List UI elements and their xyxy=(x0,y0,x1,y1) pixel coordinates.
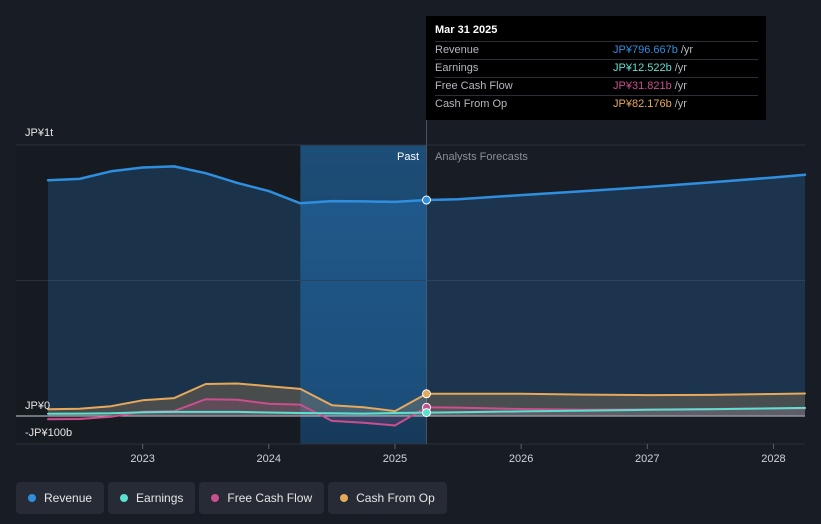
tooltip-unit: /yr xyxy=(680,44,694,56)
x-tick-label: 2028 xyxy=(761,453,785,465)
tooltip-unit: /yr xyxy=(674,62,687,74)
highlight-band xyxy=(300,145,427,444)
tooltip-row-cash-from-op: Cash From Op JP¥82.176b /yr xyxy=(435,95,758,113)
x-tick-label: 2024 xyxy=(257,453,281,465)
series-line-cash-from-op xyxy=(47,382,806,413)
x-axis-ticks: 2023 2024 2025 2026 2027 2028 xyxy=(130,444,786,465)
legend-label: Earnings xyxy=(136,491,184,505)
y-axis-label-top: JP¥1t xyxy=(25,127,53,139)
tooltip-value: JP¥12.522b xyxy=(613,62,672,74)
tooltip-name: Cash From Op xyxy=(435,98,508,110)
tooltip-name: Earnings xyxy=(435,62,479,74)
legend: Revenue Earnings Free Cash Flow Cash Fro… xyxy=(16,482,447,514)
tooltip-name: Revenue xyxy=(435,44,480,56)
area-earnings xyxy=(48,407,805,416)
legend-dot-icon xyxy=(211,494,220,502)
legend-item-cash-from-op[interactable]: Cash From Op xyxy=(328,482,447,514)
x-tick-label: 2025 xyxy=(383,453,407,465)
y-axis-label-bottom: -JP¥100b xyxy=(25,427,72,439)
area-revenue xyxy=(48,166,805,416)
tooltip-unit: /yr xyxy=(674,80,687,92)
legend-item-revenue[interactable]: Revenue xyxy=(16,482,105,514)
marker-earnings[interactable] xyxy=(422,408,431,418)
x-tick-label: 2023 xyxy=(130,453,154,465)
tooltip-date: Mar 31 2025 xyxy=(435,24,498,36)
marker-layer xyxy=(422,195,431,418)
line-layer xyxy=(46,165,807,427)
x-tick-label: 2026 xyxy=(509,453,533,465)
tooltip: Mar 31 2025 Revenue JP¥796.667b /yr Earn… xyxy=(426,16,766,120)
tooltip-row-earnings: Earnings JP¥12.522b /yr xyxy=(435,59,758,77)
background-layer xyxy=(16,145,427,444)
legend-label: Cash From Op xyxy=(356,491,435,505)
legend-label: Revenue xyxy=(44,491,93,505)
legend-item-free-cash-flow[interactable]: Free Cash Flow xyxy=(199,482,325,514)
tooltip-name: Free Cash Flow xyxy=(435,80,513,92)
legend-item-earnings[interactable]: Earnings xyxy=(108,482,196,514)
past-region-bg xyxy=(16,145,301,444)
tooltip-value: JP¥796.667b xyxy=(613,44,678,56)
label-layer: JP¥1t JP¥0 -JP¥100b Past Analysts Foreca… xyxy=(25,127,528,439)
y-axis-label-zero: JP¥0 xyxy=(25,400,50,412)
legend-dot-icon xyxy=(120,494,129,502)
tooltip-value: JP¥82.176b xyxy=(613,98,672,110)
area-cash-from-op xyxy=(48,383,805,416)
legend-dot-icon xyxy=(28,494,36,502)
forecast-label: Analysts Forecasts xyxy=(435,151,528,163)
tooltip-unit: /yr xyxy=(674,98,687,110)
series-line-revenue xyxy=(46,165,807,205)
marker-revenue[interactable] xyxy=(422,195,431,205)
past-label: Past xyxy=(397,151,419,163)
legend-dot-icon xyxy=(340,494,349,502)
tooltip-value: JP¥31.821b xyxy=(613,80,672,92)
marker-cash-from-op[interactable] xyxy=(422,389,431,399)
x-tick-label: 2027 xyxy=(635,453,659,465)
area-layer xyxy=(48,166,805,426)
tooltip-row-revenue: Revenue JP¥796.667b /yr xyxy=(435,41,758,59)
tooltip-row-free-cash-flow: Free Cash Flow JP¥31.821b /yr xyxy=(435,77,758,95)
series-line-earnings xyxy=(47,406,806,415)
legend-label: Free Cash Flow xyxy=(227,491,313,505)
